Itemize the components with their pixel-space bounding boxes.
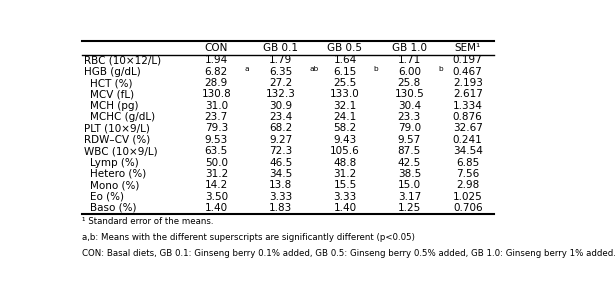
Text: 9.27: 9.27 (269, 135, 292, 145)
Text: 1.79: 1.79 (269, 55, 292, 65)
Text: 132.3: 132.3 (266, 89, 296, 99)
Text: RDW–CV (%): RDW–CV (%) (84, 135, 150, 145)
Text: 6.15: 6.15 (333, 67, 357, 77)
Text: 1.83: 1.83 (269, 203, 292, 213)
Text: 79.3: 79.3 (205, 123, 228, 134)
Text: 1.40: 1.40 (205, 203, 228, 213)
Text: 58.2: 58.2 (333, 123, 357, 134)
Text: GB 0.5: GB 0.5 (327, 43, 362, 53)
Text: 79.0: 79.0 (398, 123, 421, 134)
Text: 3.17: 3.17 (398, 192, 421, 201)
Text: 31.0: 31.0 (205, 101, 228, 111)
Text: a: a (245, 66, 250, 72)
Text: 6.82: 6.82 (205, 67, 228, 77)
Text: b: b (438, 66, 443, 72)
Text: 0.706: 0.706 (453, 203, 483, 213)
Text: 105.6: 105.6 (330, 146, 360, 156)
Text: HGB (g/dL): HGB (g/dL) (84, 67, 140, 77)
Text: 1.94: 1.94 (205, 55, 228, 65)
Text: Baso (%): Baso (%) (90, 203, 137, 213)
Text: 15.0: 15.0 (398, 180, 421, 190)
Text: 1.334: 1.334 (453, 101, 483, 111)
Text: 14.2: 14.2 (205, 180, 228, 190)
Text: ab: ab (309, 66, 319, 72)
Text: 6.00: 6.00 (398, 67, 421, 77)
Text: 34.54: 34.54 (453, 146, 483, 156)
Text: 13.8: 13.8 (269, 180, 292, 190)
Text: 48.8: 48.8 (333, 158, 357, 168)
Text: 2.193: 2.193 (453, 78, 483, 88)
Text: WBC (10×9/L): WBC (10×9/L) (84, 146, 157, 156)
Text: 1.64: 1.64 (333, 55, 357, 65)
Text: 34.5: 34.5 (269, 169, 292, 179)
Text: 32.67: 32.67 (453, 123, 483, 134)
Text: 28.9: 28.9 (205, 78, 228, 88)
Text: 9.57: 9.57 (398, 135, 421, 145)
Text: 130.8: 130.8 (202, 89, 231, 99)
Text: GB 1.0: GB 1.0 (392, 43, 427, 53)
Text: RBC (10×12/L): RBC (10×12/L) (84, 55, 161, 65)
Text: 3.33: 3.33 (333, 192, 357, 201)
Text: ¹ Standard error of the means.: ¹ Standard error of the means. (82, 217, 213, 226)
Text: 1.40: 1.40 (333, 203, 357, 213)
Text: 133.0: 133.0 (330, 89, 360, 99)
Text: Mono (%): Mono (%) (90, 180, 140, 190)
Text: PLT (10×9/L): PLT (10×9/L) (84, 123, 149, 134)
Text: 9.53: 9.53 (205, 135, 228, 145)
Text: 72.3: 72.3 (269, 146, 292, 156)
Text: CON: CON (205, 43, 228, 53)
Text: 24.1: 24.1 (333, 112, 357, 122)
Text: 50.0: 50.0 (205, 158, 228, 168)
Text: 30.4: 30.4 (398, 101, 421, 111)
Text: 7.56: 7.56 (456, 169, 479, 179)
Text: 23.3: 23.3 (398, 112, 421, 122)
Text: 63.5: 63.5 (205, 146, 228, 156)
Text: 68.2: 68.2 (269, 123, 292, 134)
Text: 46.5: 46.5 (269, 158, 292, 168)
Text: 6.35: 6.35 (269, 67, 292, 77)
Text: HCT (%): HCT (%) (90, 78, 133, 88)
Text: 27.2: 27.2 (269, 78, 292, 88)
Text: 1.71: 1.71 (398, 55, 421, 65)
Text: SEM¹: SEM¹ (454, 43, 481, 53)
Text: 2.98: 2.98 (456, 180, 479, 190)
Text: 30.9: 30.9 (269, 101, 292, 111)
Text: 38.5: 38.5 (398, 169, 421, 179)
Text: 130.5: 130.5 (394, 89, 424, 99)
Text: 15.5: 15.5 (333, 180, 357, 190)
Text: 87.5: 87.5 (398, 146, 421, 156)
Text: Eo (%): Eo (%) (90, 192, 124, 201)
Text: 2.617: 2.617 (453, 89, 483, 99)
Text: 31.2: 31.2 (205, 169, 228, 179)
Text: 6.85: 6.85 (456, 158, 479, 168)
Text: MCV (fL): MCV (fL) (90, 89, 134, 99)
Text: 32.1: 32.1 (333, 101, 357, 111)
Text: 0.467: 0.467 (453, 67, 483, 77)
Text: b: b (373, 66, 378, 72)
Text: 25.5: 25.5 (333, 78, 357, 88)
Text: 1.025: 1.025 (453, 192, 483, 201)
Text: 31.2: 31.2 (333, 169, 357, 179)
Text: Hetero (%): Hetero (%) (90, 169, 146, 179)
Text: CON: Basal diets, GB 0.1: Ginseng berry 0.1% added, GB 0.5: Ginseng berry 0.5% a: CON: Basal diets, GB 0.1: Ginseng berry … (82, 249, 615, 258)
Text: 42.5: 42.5 (398, 158, 421, 168)
Text: 3.33: 3.33 (269, 192, 292, 201)
Text: MCH (pg): MCH (pg) (90, 101, 139, 111)
Text: 23.7: 23.7 (205, 112, 228, 122)
Text: GB 0.1: GB 0.1 (263, 43, 298, 53)
Text: 1.25: 1.25 (398, 203, 421, 213)
Text: a,b: Means with the different superscripts are significantly different (p<0.05): a,b: Means with the different superscrip… (82, 233, 415, 242)
Text: 0.197: 0.197 (453, 55, 483, 65)
Text: 25.8: 25.8 (398, 78, 421, 88)
Text: 23.4: 23.4 (269, 112, 292, 122)
Text: Lymp (%): Lymp (%) (90, 158, 139, 168)
Text: 9.43: 9.43 (333, 135, 357, 145)
Text: 3.50: 3.50 (205, 192, 228, 201)
Text: 0.241: 0.241 (453, 135, 483, 145)
Text: 0.876: 0.876 (453, 112, 483, 122)
Text: MCHC (g/dL): MCHC (g/dL) (90, 112, 156, 122)
